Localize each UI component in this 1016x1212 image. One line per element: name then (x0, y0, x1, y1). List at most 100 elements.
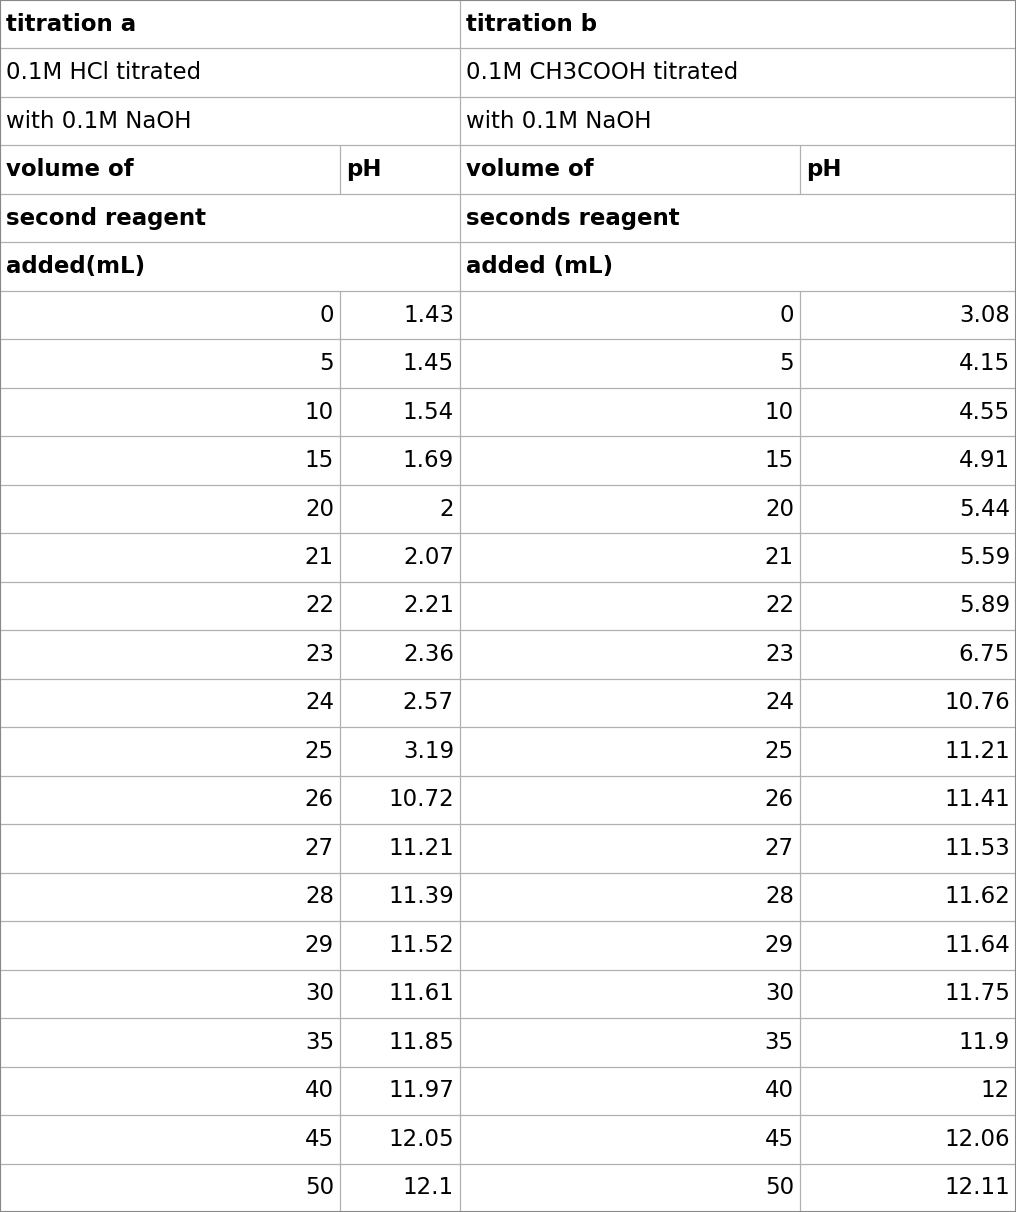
Text: 3.19: 3.19 (402, 741, 454, 762)
Text: 23: 23 (765, 644, 793, 665)
Text: 10.72: 10.72 (388, 789, 454, 811)
Bar (800, 291, 1016, 339)
Bar (340, 339, 460, 388)
Bar (0, 679, 340, 727)
Bar (800, 630, 1016, 679)
Text: 1.69: 1.69 (402, 450, 454, 471)
Text: added(mL): added(mL) (6, 256, 145, 278)
Text: 12.05: 12.05 (388, 1128, 454, 1150)
Bar (460, 533, 800, 582)
Bar (0, 630, 340, 679)
Bar (800, 970, 1016, 1018)
Text: 22: 22 (305, 595, 334, 617)
Text: 10: 10 (765, 401, 793, 423)
Bar (800, 436, 1016, 485)
Text: seconds reagent: seconds reagent (466, 207, 680, 229)
Bar (0, 1115, 340, 1164)
Text: 30: 30 (765, 983, 793, 1005)
Bar (340, 1067, 460, 1115)
Bar (800, 824, 1016, 873)
Text: 11.64: 11.64 (944, 934, 1010, 956)
Bar (800, 1164, 1016, 1212)
Text: 11.97: 11.97 (388, 1080, 454, 1102)
Bar (460, 727, 800, 776)
Bar (460, 873, 800, 921)
Bar (800, 533, 1016, 582)
Bar (800, 921, 1016, 970)
Text: 12.1: 12.1 (402, 1177, 454, 1199)
Bar (0, 0, 460, 48)
Bar (460, 1018, 800, 1067)
Bar (340, 630, 460, 679)
Text: 50: 50 (305, 1177, 334, 1199)
Text: pH: pH (346, 159, 381, 181)
Bar (460, 388, 800, 436)
Text: with 0.1M NaOH: with 0.1M NaOH (6, 110, 191, 132)
Bar (0, 824, 340, 873)
Text: 11.75: 11.75 (944, 983, 1010, 1005)
Text: 26: 26 (305, 789, 334, 811)
Bar (0, 194, 460, 242)
Bar (800, 679, 1016, 727)
Text: 21: 21 (305, 547, 334, 568)
Text: second reagent: second reagent (6, 207, 206, 229)
Bar (0, 533, 340, 582)
Bar (340, 533, 460, 582)
Bar (460, 97, 1016, 145)
Bar (460, 630, 800, 679)
Text: 27: 27 (305, 837, 334, 859)
Bar (0, 388, 340, 436)
Bar (0, 242, 460, 291)
Text: 20: 20 (765, 498, 793, 520)
Text: 25: 25 (765, 741, 793, 762)
Text: 2.57: 2.57 (402, 692, 454, 714)
Bar (800, 1067, 1016, 1115)
Text: added (mL): added (mL) (466, 256, 613, 278)
Bar (0, 1018, 340, 1067)
Bar (340, 388, 460, 436)
Text: 0: 0 (779, 304, 793, 326)
Text: 25: 25 (305, 741, 334, 762)
Text: 2.07: 2.07 (403, 547, 454, 568)
Text: 2.21: 2.21 (403, 595, 454, 617)
Bar (460, 824, 800, 873)
Bar (0, 436, 340, 485)
Bar (340, 291, 460, 339)
Bar (800, 1115, 1016, 1164)
Bar (460, 776, 800, 824)
Bar (0, 921, 340, 970)
Text: 12.06: 12.06 (945, 1128, 1010, 1150)
Text: 11.41: 11.41 (944, 789, 1010, 811)
Text: 23: 23 (305, 644, 334, 665)
Text: 0.1M CH3COOH titrated: 0.1M CH3COOH titrated (466, 62, 739, 84)
Text: titration b: titration b (466, 13, 597, 35)
Text: 1.54: 1.54 (402, 401, 454, 423)
Text: 10.76: 10.76 (944, 692, 1010, 714)
Text: 4.15: 4.15 (959, 353, 1010, 375)
Bar (0, 970, 340, 1018)
Text: 11.21: 11.21 (944, 741, 1010, 762)
Bar (340, 727, 460, 776)
Bar (340, 776, 460, 824)
Text: 4.91: 4.91 (959, 450, 1010, 471)
Text: 11.62: 11.62 (944, 886, 1010, 908)
Bar (0, 873, 340, 921)
Bar (460, 194, 1016, 242)
Bar (800, 339, 1016, 388)
Text: 21: 21 (765, 547, 793, 568)
Text: 15: 15 (765, 450, 793, 471)
Text: 11.61: 11.61 (388, 983, 454, 1005)
Text: 40: 40 (765, 1080, 793, 1102)
Text: 35: 35 (765, 1031, 793, 1053)
Text: 10: 10 (305, 401, 334, 423)
Text: 1.43: 1.43 (403, 304, 454, 326)
Bar (340, 1164, 460, 1212)
Bar (0, 1164, 340, 1212)
Text: 15: 15 (305, 450, 334, 471)
Bar (800, 388, 1016, 436)
Bar (800, 145, 1016, 194)
Bar (340, 679, 460, 727)
Bar (340, 970, 460, 1018)
Bar (460, 1115, 800, 1164)
Text: 11.39: 11.39 (388, 886, 454, 908)
